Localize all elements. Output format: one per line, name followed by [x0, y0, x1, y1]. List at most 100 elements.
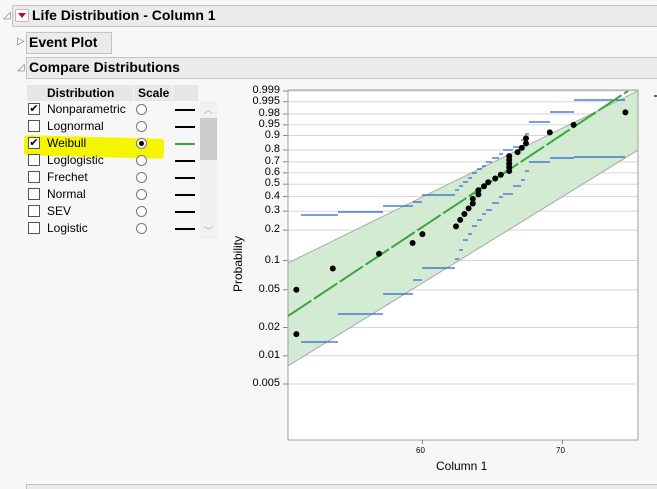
- y-tick-label: 0.995: [252, 94, 280, 107]
- x-tick-60: 60: [416, 446, 425, 455]
- scale-radio-frechet[interactable]: [136, 172, 147, 183]
- line-swatch: [175, 109, 195, 111]
- data-point[interactable]: [329, 265, 336, 272]
- data-point[interactable]: [293, 331, 300, 338]
- y-tick-label: 0.95: [258, 117, 280, 130]
- data-point[interactable]: [492, 175, 499, 182]
- line-column-header: [173, 85, 198, 101]
- line-swatch: [175, 143, 195, 145]
- data-point[interactable]: [453, 223, 459, 230]
- data-point[interactable]: [523, 140, 529, 147]
- data-point[interactable]: [546, 129, 553, 136]
- y-tick-label: 0.2: [264, 223, 280, 236]
- data-point[interactable]: [506, 153, 513, 160]
- collapse-icon[interactable]: ◿: [17, 62, 25, 73]
- report-header: [12, 5, 657, 27]
- scale-radio-loglogistic[interactable]: [136, 155, 147, 166]
- data-point[interactable]: [475, 191, 482, 198]
- data-point[interactable]: [465, 205, 472, 212]
- data-point[interactable]: [409, 239, 416, 246]
- distribution-row-lognormal: Lognormal: [27, 118, 199, 135]
- data-point[interactable]: [518, 144, 525, 151]
- distribution-column-header: Distribution: [27, 85, 133, 101]
- distribution-label: SEV: [47, 204, 72, 218]
- distribution-row-normal: Normal: [27, 186, 199, 203]
- data-point[interactable]: [461, 210, 468, 217]
- band-upper-edge: [288, 90, 638, 264]
- distribution-row-sev: SEV: [27, 203, 199, 220]
- data-point[interactable]: [485, 179, 492, 186]
- scale-radio-sev[interactable]: [136, 206, 147, 217]
- data-point[interactable]: [457, 216, 464, 223]
- y-tick-label: 0.999: [252, 84, 280, 96]
- x-tick-70: 70: [556, 446, 565, 455]
- confidence-band: [288, 91, 638, 366]
- y-tick-label: 0.05: [258, 282, 280, 295]
- y-tick-label: 0.98: [258, 107, 280, 120]
- data-point[interactable]: [497, 171, 504, 178]
- data-point[interactable]: [376, 250, 382, 257]
- plot-frame: [287, 89, 639, 441]
- weibull-fit-line: [288, 90, 629, 317]
- distribution-label: Weibull: [47, 136, 87, 150]
- data-point[interactable]: [469, 200, 476, 207]
- y-tick-label: 0.02: [258, 320, 280, 333]
- line-swatch: [175, 228, 195, 230]
- checkbox-weibull[interactable]: ✔: [28, 137, 40, 149]
- scale-radio-normal[interactable]: [136, 189, 147, 200]
- event-plot-header[interactable]: [26, 32, 112, 54]
- table-scrollbar[interactable]: ︿ ﹀: [200, 101, 217, 239]
- checkbox-logistic[interactable]: [28, 222, 40, 234]
- event-plot-title[interactable]: Event Plot: [29, 34, 98, 50]
- expand-icon[interactable]: ▷: [17, 36, 25, 47]
- y-tick-label: 0.5: [264, 177, 280, 190]
- y-tick-label: 0.9: [264, 128, 280, 141]
- resize-handle-icon[interactable]: [654, 95, 657, 97]
- x-axis-label: Column 1: [436, 459, 488, 473]
- line-swatch: [175, 194, 195, 196]
- data-point[interactable]: [514, 149, 521, 156]
- checkbox-lognormal[interactable]: [28, 120, 40, 132]
- collapse-icon[interactable]: ◿: [3, 10, 11, 21]
- compare-distributions-title[interactable]: Compare Distributions: [29, 59, 180, 75]
- compare-distributions-header[interactable]: [26, 57, 657, 79]
- band-lower-edge: [288, 149, 638, 367]
- line-swatch: [175, 126, 195, 128]
- scale-radio-lognormal[interactable]: [136, 121, 147, 132]
- scale-radio-logistic[interactable]: [136, 223, 147, 234]
- checkbox-frechet[interactable]: [28, 171, 40, 183]
- y-tick-label: 0.8: [264, 143, 280, 156]
- checkbox-nonparametric[interactable]: ✔: [28, 103, 40, 115]
- distribution-row-weibull: ✔ Weibull: [27, 135, 199, 152]
- distribution-row-nonparametric: ✔ Nonparametric: [27, 101, 199, 118]
- distribution-label: Normal: [47, 187, 86, 201]
- distribution-row-loglogistic: Loglogistic: [27, 152, 199, 169]
- scroll-up-icon[interactable]: ︿: [204, 105, 214, 115]
- y-tick-label: 0.005: [252, 377, 280, 389]
- line-swatch: [175, 160, 195, 162]
- data-point[interactable]: [419, 231, 426, 238]
- y-tick-label: 0.01: [258, 348, 280, 361]
- data-point[interactable]: [469, 195, 476, 202]
- data-point[interactable]: [475, 187, 482, 194]
- red-triangle-menu-icon[interactable]: [15, 9, 29, 22]
- checkbox-normal[interactable]: [28, 188, 40, 200]
- scale-radio-weibull[interactable]: [136, 138, 147, 149]
- distribution-label: Frechet: [47, 170, 88, 184]
- y-tick-label: 0.6: [264, 165, 280, 178]
- scroll-down-icon[interactable]: ﹀: [204, 226, 214, 236]
- data-point[interactable]: [293, 286, 300, 293]
- data-point[interactable]: [622, 109, 629, 116]
- data-point[interactable]: [570, 121, 577, 128]
- scale-column-header: Scale: [134, 85, 172, 101]
- data-point[interactable]: [481, 183, 487, 190]
- checkbox-loglogistic[interactable]: [28, 154, 40, 166]
- next-section-bar: [26, 484, 657, 489]
- checkbox-sev[interactable]: [28, 205, 40, 217]
- distribution-label: Lognormal: [47, 119, 104, 133]
- scale-radio-nonparametric[interactable]: [136, 104, 147, 115]
- report-title: Life Distribution - Column 1: [32, 7, 216, 23]
- data-point[interactable]: [523, 135, 529, 142]
- scroll-thumb[interactable]: [200, 118, 217, 160]
